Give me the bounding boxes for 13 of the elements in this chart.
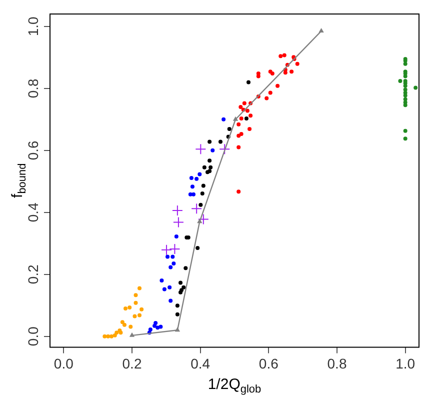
- y-tick-label: 0.4: [24, 202, 41, 222]
- x-tick-label: 0.8: [327, 355, 347, 372]
- x-tick-label: 0.2: [122, 355, 142, 372]
- x-tick-label: 1.0: [396, 355, 416, 372]
- y-tick-label: 1.0: [24, 16, 41, 36]
- y-tick-label: 0.8: [24, 78, 41, 98]
- y-tick-label: 0.6: [24, 140, 41, 160]
- y-tick-label: 0.0: [24, 326, 41, 346]
- y-tick-label: 0.2: [24, 264, 41, 284]
- x-tick-label: 0.0: [54, 355, 74, 372]
- x-tick-label: 0.6: [258, 355, 279, 372]
- y-axis-title: fbound: [9, 163, 29, 198]
- x-tick-label: 0.4: [190, 355, 210, 372]
